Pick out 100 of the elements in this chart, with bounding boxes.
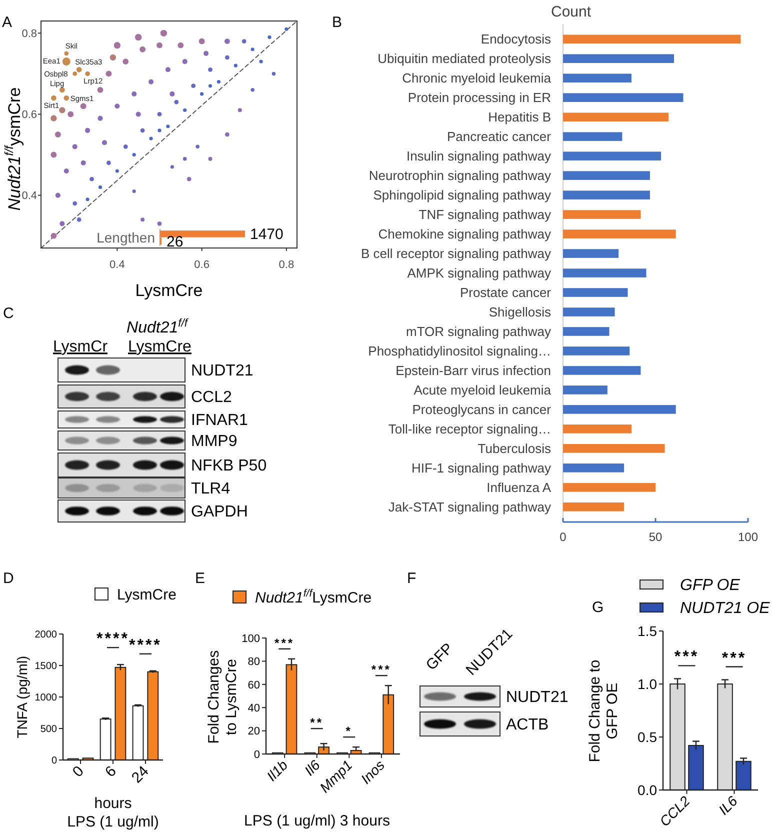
text: B bbox=[332, 14, 342, 31]
y-tick-label: 500 bbox=[40, 724, 58, 735]
y-tick-label: Chemokine signaling pathway bbox=[378, 226, 552, 242]
y-axis-title: Fold Changes to LysmCre bbox=[206, 650, 240, 744]
bar bbox=[563, 112, 668, 122]
bar bbox=[563, 210, 641, 219]
annotation: *** bbox=[674, 648, 700, 666]
data-label: 26 bbox=[166, 233, 184, 250]
bar bbox=[563, 483, 656, 492]
y-tick-label: Prostate cancer bbox=[460, 285, 552, 300]
y-tick-label: Tuberculosis bbox=[478, 440, 552, 456]
x-axis-title: hours LPS (1 ug/ml) bbox=[67, 794, 159, 831]
y-tick-label: Jak-STAT signaling pathway bbox=[388, 499, 552, 514]
x-tick-label: 50 bbox=[648, 530, 662, 544]
bar bbox=[563, 444, 665, 453]
annotation: **** bbox=[96, 630, 130, 648]
y-tick-label: Ubiquitin mediated proteolysis bbox=[378, 51, 552, 66]
text: C bbox=[3, 305, 14, 322]
chart-title: A bbox=[2, 14, 12, 31]
y-tick-label: Toll-like receptor signaling… bbox=[388, 421, 551, 436]
x-tick-label: 0 bbox=[560, 530, 567, 544]
text: GFP bbox=[422, 640, 457, 674]
y-tick-label: 1000 bbox=[34, 692, 58, 704]
y-tick-label: mTOR signaling pathway bbox=[406, 324, 552, 340]
text: MMP9 bbox=[191, 433, 238, 450]
y-tick-label: Hepatitis B bbox=[488, 110, 551, 125]
bar bbox=[563, 249, 618, 258]
bar bbox=[563, 346, 630, 356]
y-tick-label: Sphingolipid signaling pathway bbox=[373, 188, 552, 203]
x-tick-label: 6 bbox=[102, 762, 120, 781]
y-tick-label: 1.5 bbox=[638, 622, 658, 639]
text: NFKB P50 bbox=[191, 458, 267, 475]
text: LysmCre bbox=[128, 338, 192, 356]
y-axis-title: Fold Change to GFP OE bbox=[586, 660, 621, 762]
y-tick-label: B cell receptor signaling pathway bbox=[360, 246, 552, 262]
annotation: ** bbox=[310, 716, 324, 730]
text: Nudt21$^{f/f}$ bbox=[126, 318, 190, 337]
bar bbox=[563, 308, 615, 316]
x-tick-label: IL6 bbox=[715, 792, 741, 818]
y-tick-label: TNF signaling pathway bbox=[418, 207, 552, 222]
bar bbox=[563, 386, 608, 394]
bar bbox=[563, 502, 624, 512]
x-tick-label: 100 bbox=[738, 530, 758, 544]
bar bbox=[563, 171, 650, 180]
y-tick-label: 0.8 bbox=[22, 28, 37, 40]
bar bbox=[563, 230, 676, 238]
bar bbox=[563, 132, 622, 141]
y-tick-label: Endocytosis bbox=[480, 32, 552, 47]
y-tick-label: 0.5 bbox=[638, 728, 658, 745]
y-tick-label: Insulin signaling pathway bbox=[406, 148, 552, 164]
y-tick-label: 40 bbox=[248, 702, 260, 714]
x-tick-label: 24 bbox=[128, 762, 152, 787]
y-tick-label: Acute myeloid leukemia bbox=[414, 382, 552, 398]
legend-label: Nudt21$^{f/f}$LysmCre bbox=[255, 587, 372, 606]
y-tick-label: 1500 bbox=[34, 661, 58, 672]
annotation: *** bbox=[722, 650, 747, 667]
y-axis-title: TNFA (pg/ml) bbox=[14, 656, 30, 738]
y-tick-label: Lengthen bbox=[96, 229, 155, 246]
x-tick-label: Il6 bbox=[301, 756, 324, 779]
y-tick-label: 1.0 bbox=[638, 676, 658, 692]
text: ACTB bbox=[506, 716, 549, 734]
x-tick-label: 0 bbox=[69, 762, 88, 781]
y-tick-label: 0.4 bbox=[22, 190, 37, 202]
y-tick-label: HIF-1 signaling pathway bbox=[412, 460, 552, 476]
bar bbox=[563, 405, 676, 414]
y-tick-label: Protein processing in ER bbox=[408, 90, 551, 106]
bar bbox=[563, 54, 674, 63]
x-axis-title: LysmCre bbox=[135, 280, 203, 300]
chart-title: E bbox=[195, 570, 206, 587]
x-tick-label: 0.8 bbox=[278, 258, 294, 271]
y-tick-label: 2000 bbox=[34, 630, 58, 640]
bar bbox=[563, 152, 662, 160]
legend-label: NUDT21 OE bbox=[680, 600, 770, 618]
text: F bbox=[407, 570, 416, 587]
y-tick-label: 60 bbox=[248, 679, 260, 692]
text: IFNAR1 bbox=[191, 412, 248, 430]
y-tick-label: 20 bbox=[248, 726, 260, 738]
bar bbox=[563, 464, 624, 472]
y-tick-label: Pancreatic cancer bbox=[446, 129, 552, 144]
chart-title: D bbox=[3, 570, 14, 587]
x-tick-label: 0.6 bbox=[194, 258, 210, 271]
bar bbox=[563, 366, 641, 375]
y-tick-label: 0.0 bbox=[638, 782, 658, 798]
annotation: *** bbox=[371, 662, 392, 677]
y-tick-label: 0 bbox=[254, 748, 260, 761]
y-tick-label: Influenza A bbox=[486, 480, 552, 495]
legend-label: GFP OE bbox=[680, 577, 740, 594]
annotation: *** bbox=[274, 636, 295, 650]
bar bbox=[563, 190, 650, 200]
text: GAPDH bbox=[191, 504, 248, 521]
bar bbox=[563, 34, 741, 44]
y-tick-label: 80 bbox=[248, 656, 260, 668]
bar bbox=[563, 268, 646, 278]
data-label: 1470 bbox=[250, 226, 284, 244]
y-tick-label: Neurotrophin signaling pathway bbox=[368, 168, 552, 184]
y-tick-label: Proteoglycans in cancer bbox=[412, 402, 552, 417]
y-tick-label: 100 bbox=[242, 632, 260, 645]
text: NUDT21 bbox=[191, 362, 254, 380]
y-tick-label: Epstein-Barr virus infection bbox=[396, 363, 551, 378]
chart-title: G bbox=[592, 599, 604, 616]
